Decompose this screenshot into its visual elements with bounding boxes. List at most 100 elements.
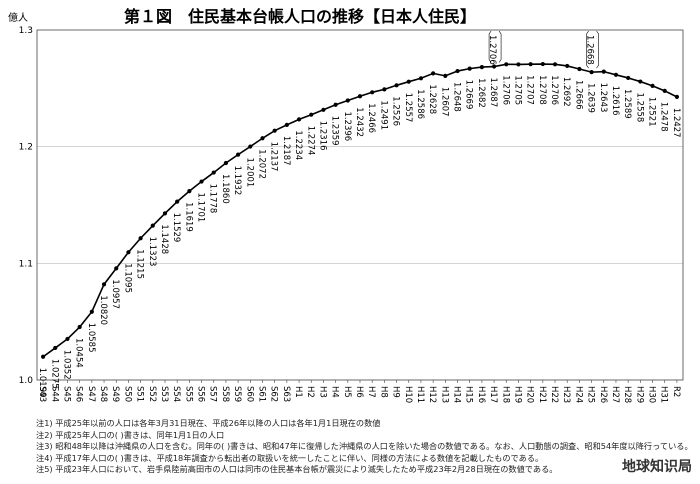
- data-label: 1.0352: [61, 350, 71, 380]
- data-point: [40, 354, 46, 359]
- x-tick-label: H24: [573, 386, 583, 403]
- data-point: [211, 170, 216, 175]
- x-tick-label: S63: [281, 386, 291, 402]
- data-point: [333, 102, 338, 107]
- x-tick-label: S59: [232, 386, 242, 402]
- data-label: 1.2396: [342, 111, 352, 141]
- y-unit-label: 億人: [8, 11, 28, 24]
- chart-title: 第１図 住民基本台帳人口の推移【日本人住民】: [124, 7, 476, 26]
- data-point: [199, 179, 204, 184]
- data-label: 1.2586: [415, 89, 425, 119]
- x-tick-label: H28: [622, 386, 632, 403]
- data-label: 1.2616: [610, 86, 620, 116]
- x-tick-label: H11: [415, 386, 425, 403]
- data-label: 1.2491: [378, 100, 388, 130]
- data-point: [674, 94, 680, 99]
- data-point: [260, 136, 265, 141]
- x-tick-label: H5: [342, 386, 352, 398]
- x-tick-label: H14: [452, 386, 462, 403]
- data-label: 1.2708: [537, 75, 547, 105]
- x-tick-label: S60: [244, 386, 254, 402]
- data-point: [89, 309, 94, 314]
- x-tick-label: S48: [98, 386, 108, 402]
- grid: [37, 146, 683, 264]
- x-tick-label: S44: [49, 386, 59, 402]
- footnote-2: 注2) 平成25年人口の( )書きは、同年1月1日の人口: [36, 429, 225, 440]
- data-label: 1.2187: [281, 136, 291, 166]
- data-point: [626, 75, 631, 81]
- data-label: 1.0199: [37, 368, 47, 398]
- data-point: [528, 62, 533, 67]
- bracket-label: 1.2668: [585, 35, 595, 65]
- data-label: 1.2478: [659, 102, 669, 132]
- data-label: 1.0820: [98, 295, 108, 325]
- x-tick-label: H9: [391, 386, 401, 398]
- data-point: [467, 66, 472, 71]
- data-point: [357, 94, 363, 99]
- data-label: 1.2607: [439, 87, 449, 117]
- bracket-label: 1.2706: [487, 35, 497, 65]
- data-label: 1.1619: [183, 202, 193, 232]
- x-tick-label: S58: [220, 386, 230, 402]
- data-label: 1.2692: [561, 77, 571, 107]
- data-point: [248, 144, 253, 149]
- data-label: 1.0957: [110, 279, 120, 309]
- data-point: [53, 345, 58, 351]
- data-point: [77, 324, 82, 330]
- x-tick-label: H22: [549, 386, 559, 403]
- data-label: 1.1701: [196, 193, 206, 223]
- bracket-close: [596, 30, 599, 69]
- x-tick-label: S49: [110, 386, 120, 402]
- data-label: 1.1095: [122, 263, 132, 293]
- data-point: [650, 83, 655, 88]
- data-point: [284, 122, 289, 127]
- data-point: [382, 87, 387, 92]
- data-point: [613, 72, 619, 77]
- data-point: [504, 62, 509, 67]
- data-point: [126, 250, 131, 255]
- data-point: [455, 68, 460, 74]
- data-point: [114, 266, 119, 271]
- footnote-5: 注5) 平成23年人口において、岩手県陸前高田市の人口は同市の住民基本台帳が震災…: [36, 464, 558, 475]
- data-point: [540, 61, 545, 67]
- data-label: 1.1778: [208, 184, 218, 214]
- data-label: 1.2639: [586, 83, 596, 113]
- data-label: 1.2001: [244, 158, 254, 188]
- data-label: 1.2705: [512, 75, 522, 105]
- data-point: [345, 98, 350, 103]
- bracket-open: [586, 30, 589, 69]
- data-label: 1.2687: [488, 78, 498, 108]
- x-tick-label: H1: [293, 386, 303, 398]
- footnote-4: 注4) 平成17年人口の( )書きは、平成18年調査から転出者の取扱いを統一した…: [36, 452, 544, 463]
- data-label: 1.0454: [74, 338, 84, 368]
- x-tick-label: S50: [122, 386, 132, 402]
- x-tick-label: H13: [439, 386, 449, 403]
- data-label: 1.2432: [354, 107, 364, 137]
- data-label: 1.2274: [305, 126, 315, 156]
- data-point: [638, 79, 643, 84]
- footnote-1: 注1) 平成25年以前の人口は各年3月31日現在、平成26年以降の人口は各年1月…: [36, 418, 381, 428]
- data-label: 1.2466: [366, 103, 376, 133]
- footnotes: 注1) 平成25年以前の人口は各年3月31日現在、平成26年以降の人口は各年1月…: [36, 418, 696, 476]
- x-tick-label: H2: [305, 386, 315, 398]
- x-tick-label: H31: [659, 386, 669, 403]
- x-tick-label: H18: [500, 386, 510, 403]
- x-tick-label: H23: [561, 386, 571, 403]
- series-line: [40, 61, 680, 359]
- x-tick-label: S53: [159, 386, 169, 402]
- x-tick-label: S45: [61, 386, 71, 402]
- data-point: [662, 88, 667, 93]
- data-point: [370, 90, 375, 95]
- data-label: 1.2628: [427, 84, 437, 114]
- x-tick-label: H7: [366, 386, 376, 398]
- data-label: 1.2643: [598, 83, 608, 113]
- watermark: 地球知识局: [622, 459, 692, 475]
- data-label: 1.2589: [622, 89, 632, 119]
- data-point: [138, 236, 143, 241]
- data-point: [175, 199, 180, 204]
- x-tick-label: S43: [37, 386, 47, 402]
- bracket-close: [498, 30, 502, 63]
- y-tick-label: 1.1: [19, 259, 33, 269]
- data-label: 1.2707: [525, 75, 535, 105]
